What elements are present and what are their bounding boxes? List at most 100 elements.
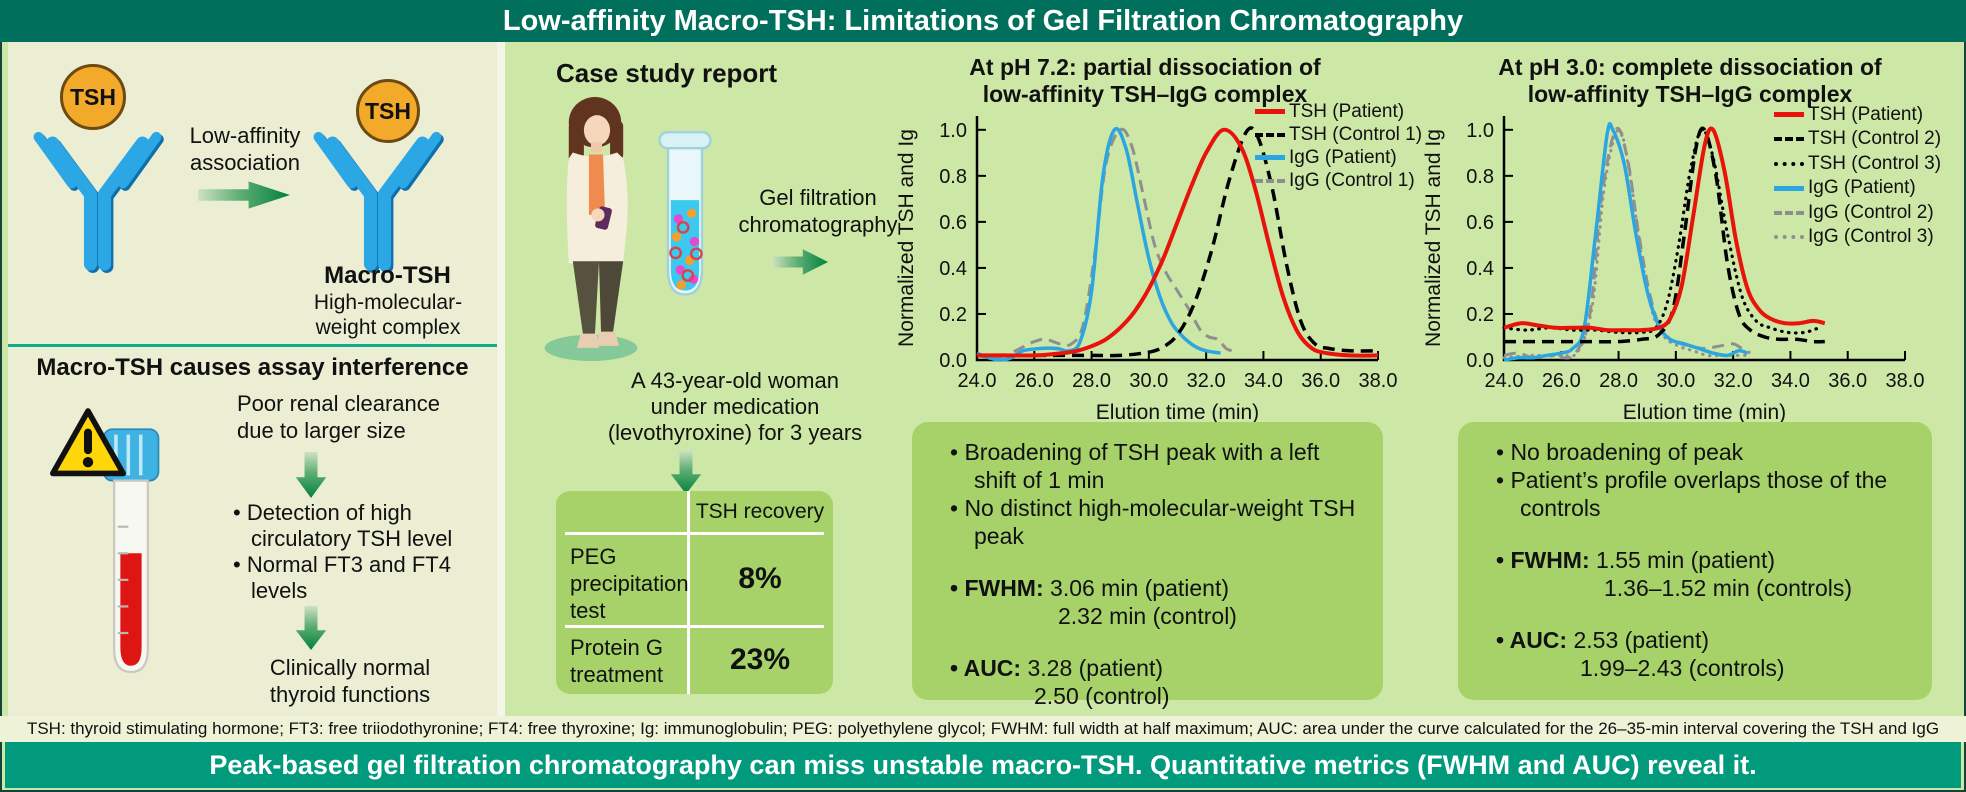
finding-bullet: • Patient’s profile overlaps those of th… [1496,467,1888,521]
patient-illustration [544,97,638,361]
blood-tube-icon [102,428,160,674]
legend-item: TSH (Control 1) [1255,124,1422,145]
page-title: Low-affinity Macro-TSH: Limitations of G… [502,5,1464,37]
svg-text:38.0: 38.0 [1886,370,1925,392]
legend-swatch-icon [1255,109,1285,114]
findings-box-ph30: • No broadening of peak • Patient’s profi… [1458,422,1932,700]
series-IgG (Patient) [1503,122,1749,362]
table-row-value-peg: 8% [738,561,782,595]
legend-label: IgG (Control 2) [1808,201,1934,223]
table-hline1 [565,532,824,535]
macro-tsh-title: Macro-TSH [324,262,451,289]
patient-description: A 43-year-old woman under medication (le… [560,368,910,446]
legend-item: IgG (Control 2) [1774,202,1941,223]
legend-item: TSH (Control 2) [1774,128,1941,150]
svg-text:Normalized TSH and Ig: Normalized TSH and Ig [895,129,918,347]
svg-text:30.0: 30.0 [1656,370,1695,392]
table-header: TSH recovery [695,499,825,523]
series-TSH (Control 3) [1502,128,1821,335]
fwhm-control: 2.32 min (control) [1058,603,1237,629]
legend-label: TSH (Patient) [1808,103,1924,125]
fwhm-controls-2: 1.36–1.52 min (controls) [1604,575,1853,601]
auc-label-2: • AUC: [1496,627,1568,653]
svg-text:32.0: 32.0 [1714,370,1753,392]
chart-ph72: 24.0 26.0 28.0 30.0 32.0 34.0 36.0 38.0 0.0 0.2 0.… [895,116,1398,424]
chart-ph30-title: At pH 3.0: complete dissociation of low-… [1455,54,1925,108]
section-divider [8,344,497,347]
renal-clearance-text: Poor renal clearance due to larger size [237,391,441,443]
clinical-line2: thyroid functions [269,682,431,707]
svg-text:28.0: 28.0 [1599,370,1638,392]
svg-text:Elution time (min): Elution time (min) [1096,401,1259,424]
tsh-badge: TSH [60,64,126,130]
svg-text:34.0: 34.0 [1244,370,1283,392]
series-TSH (Control 2) [1503,126,1825,344]
tsh-badge-label: TSH [70,83,116,110]
warning-icon [50,408,126,477]
macro-tsh-badge: TSH [356,79,420,143]
svg-text:0.0: 0.0 [939,350,967,372]
chart-ph30-title-line2: low-affinity TSH–IgG complex [1527,81,1853,107]
legend-label: IgG (Patient) [1289,146,1397,168]
findings-box-ph72: • Broadening of TSH peak with a left shi… [912,422,1383,709]
legend-swatch-icon [1774,112,1804,117]
svg-text:24.0: 24.0 [958,370,997,392]
svg-text:1.0: 1.0 [1466,120,1494,142]
legend-label: TSH (Patient) [1289,100,1405,122]
case-flow-arrow-icon [670,450,702,494]
svg-text:0.6: 0.6 [939,212,967,234]
svg-text:30.0: 30.0 [1129,370,1168,392]
association-label: Low-affinity association [178,122,312,176]
finding-bullet: • Broadening of TSH peak with a left shi… [950,439,1320,493]
panel-divider [497,42,505,716]
svg-text:Elution time (min): Elution time (min) [1623,401,1786,424]
legend-label: IgG (Control 3) [1808,226,1934,247]
process-label: Gel filtration chromatography [738,185,898,237]
title-bar: Low-affinity Macro-TSH: Limitations of G… [0,0,1966,42]
association-line1: Low-affinity [189,123,301,148]
auc-ph30: • AUC: 2.53 (patient) [1496,626,1912,654]
clinical-line1: Clinically normal [269,655,431,680]
svg-text:36.0: 36.0 [1301,370,1340,392]
chart-ph72-title-line2: low-affinity TSH–IgG complex [982,81,1308,107]
svg-text:36.0: 36.0 [1828,370,1867,392]
legend-item: TSH (Control 3) [1774,153,1941,174]
chart-ph72-title: At pH 7.2: partial dissociation of low-a… [905,54,1385,108]
bullet-high-tsh: • Detection of high circulatory TSH leve… [233,500,453,551]
legend-label: TSH (Control 3) [1808,152,1942,174]
chart-ph72-legend: TSH (Patient) TSH (Control 1) IgG (Patient… [1255,101,1422,191]
fwhm-patient: 3.06 min (patient) [1050,575,1230,601]
svg-text:0.0: 0.0 [1466,350,1494,372]
auc-patient-2: 2.53 (patient) [1573,627,1709,653]
interference-heading: Macro-TSH causes assay interference [36,354,469,381]
table-vline [687,491,690,694]
legend-swatch-icon [1774,235,1804,239]
svg-text:38.0: 38.0 [1359,370,1398,392]
svg-text:0.2: 0.2 [1466,304,1494,326]
svg-text:24.0: 24.0 [1485,370,1524,392]
legend-item: TSH (Patient) [1774,104,1941,125]
chart-ph72-title-line1: At pH 7.2: partial dissociation of [969,54,1321,80]
legend-item: IgG (Patient) [1774,177,1941,199]
fwhm-ph72: • FWHM: 3.06 min (patient) [950,574,1363,602]
antibody-icon [33,131,164,273]
macro-tsh-subtitle-line2: weight complex [315,316,461,339]
table-row-label-peg: PEG precipitation test [570,544,689,623]
findings-ph72-bullets: • Broadening of TSH peak with a left shi… [950,438,1363,550]
series-TSH (Control 1) [976,126,1379,358]
legend-item: IgG (Control 1) [1255,170,1422,191]
auc-patient: 3.28 (patient) [1027,655,1163,681]
findings-ph30-bullets: • No broadening of peak • Patient’s profi… [1496,438,1912,522]
svg-text:32.0: 32.0 [1187,370,1226,392]
legend-item: IgG (Patient) [1255,147,1422,168]
series-TSH (Patient) [1503,126,1826,333]
bullet-normal-ft: • Normal FT3 and FT4 levels [233,552,451,603]
legend-swatch-icon [1774,137,1804,141]
clinical-text: Clinically normal thyroid functions [225,654,475,708]
svg-text:26.0: 26.0 [1542,370,1581,392]
svg-text:0.6: 0.6 [1466,212,1494,234]
svg-text:0.4: 0.4 [939,258,967,280]
patient-line3: (levothyroxine) for 3 years [607,420,863,445]
macro-tsh-subtitle: High-molecular- weight complex [298,290,478,340]
